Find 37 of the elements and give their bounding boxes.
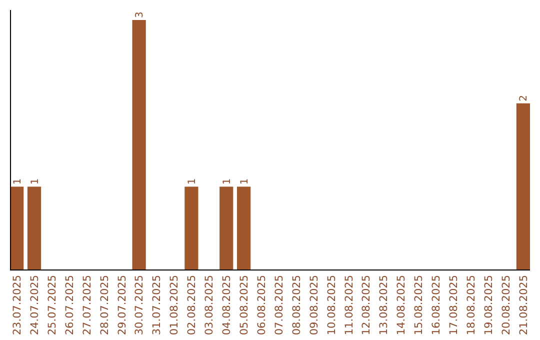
x-tick-label: 23.07.2025	[11, 275, 24, 336]
x-tick-label: 12.08.2025	[360, 275, 373, 336]
x-tick-label: 29.07.2025	[116, 275, 128, 336]
x-tick-label: 11.08.2025	[343, 275, 356, 336]
x-tick-label: 17.08.2025	[448, 275, 460, 336]
data-label: 1	[222, 178, 233, 185]
x-tick-label: 21.08.2025	[518, 275, 530, 336]
x-tick-label: 03.08.2025	[204, 275, 216, 336]
x-tick-label: 06.08.2025	[256, 275, 268, 336]
x-tick-label: 25.07.2025	[46, 275, 58, 336]
x-tick-label: 24.07.2025	[28, 275, 41, 336]
data-label: 1	[30, 178, 41, 185]
data-label: 1	[239, 178, 250, 185]
x-tick-label: 18.08.2025	[465, 275, 478, 336]
x-tick-label: 09.08.2025	[308, 275, 320, 336]
x-tick-label: 14.08.2025	[396, 275, 408, 336]
data-label: 1	[12, 178, 24, 185]
x-tick-label: 20.08.2025	[500, 275, 512, 336]
x-tick-label: 02.08.2025	[186, 275, 198, 336]
x-tick-label: 05.08.2025	[238, 275, 250, 336]
x-tick-label: 04.08.2025	[221, 275, 234, 336]
x-tick-label: 28.07.2025	[98, 275, 111, 336]
x-tick-label: 10.08.2025	[326, 275, 338, 336]
x-tick-label: 07.08.2025	[273, 275, 286, 336]
x-tick-label: 16.08.2025	[430, 275, 443, 336]
x-tick-label: 30.07.2025	[134, 275, 146, 336]
x-tick-label: 27.07.2025	[81, 275, 94, 336]
x-tick-label: 08.08.2025	[290, 275, 303, 336]
x-tick-label: 19.08.2025	[482, 275, 495, 336]
x-tick-label: 13.08.2025	[378, 275, 390, 336]
x-tick-label: 26.07.2025	[64, 275, 76, 336]
data-label: 3	[134, 12, 146, 18]
x-tick-label: 31.07.2025	[151, 275, 164, 336]
data-label: 1	[186, 178, 198, 185]
x-tick-label: 15.08.2025	[413, 275, 426, 336]
x-tick-label: 01.08.2025	[168, 275, 181, 336]
data-label: 2	[518, 94, 530, 102]
